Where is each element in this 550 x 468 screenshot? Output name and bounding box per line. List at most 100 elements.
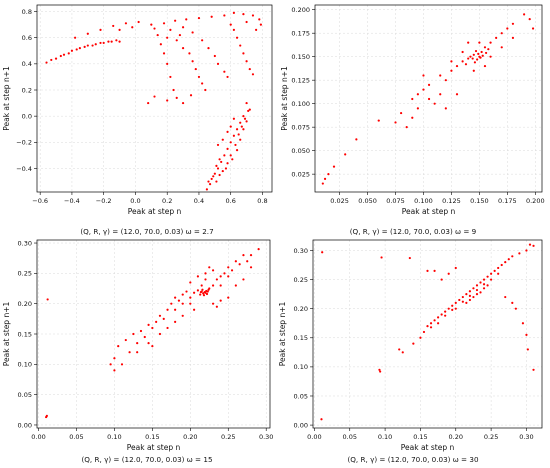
data-point <box>255 28 258 31</box>
data-point <box>174 308 177 311</box>
data-point <box>437 316 440 319</box>
data-point <box>150 23 153 26</box>
data-point <box>232 117 235 120</box>
data-point <box>205 188 208 191</box>
data-point <box>70 49 74 52</box>
data-point <box>422 330 426 334</box>
scatter-panel-omega-15: 0.00 0.05 0.10 0.15 0.20 0.25 0.30 0.00 0.05 0.10… <box>2 239 273 452</box>
data-point <box>511 255 514 258</box>
x-tick-label: 0.10 <box>107 433 121 441</box>
data-point <box>202 294 206 297</box>
data-point <box>189 281 192 284</box>
y-tick-label: 0.125 <box>291 76 310 84</box>
data-point <box>115 39 118 42</box>
data-point <box>62 53 66 56</box>
data-point <box>117 345 120 348</box>
x-tick-label: 0.20 <box>449 433 463 441</box>
data-point <box>242 254 245 257</box>
x-tick-label: 0.00 <box>307 433 321 441</box>
data-point <box>210 177 213 181</box>
data-point <box>174 320 177 323</box>
x-tick-label: 0.05 <box>69 433 83 441</box>
y-tick-label: 0.050 <box>291 147 310 155</box>
x-axis-label: Peak at step n <box>401 443 455 452</box>
data-point <box>220 160 223 164</box>
data-point <box>143 335 146 339</box>
data-point <box>229 23 232 26</box>
data-point <box>213 172 216 175</box>
data-point <box>234 260 237 263</box>
data-point <box>461 295 464 299</box>
data-point <box>433 102 436 105</box>
data-point <box>193 291 196 294</box>
x-tick-label: 0.025 <box>330 197 349 205</box>
data-point <box>465 301 468 304</box>
y-tick-label: 0.25 <box>294 276 308 284</box>
data-point <box>489 55 492 58</box>
data-point <box>174 19 177 22</box>
data-point <box>238 263 241 266</box>
data-point <box>239 121 242 124</box>
data-point <box>193 308 196 311</box>
y-tick-label: 0.25 <box>18 270 32 278</box>
data-point <box>132 332 135 336</box>
data-point <box>528 243 532 246</box>
data-point <box>380 256 383 259</box>
data-point <box>151 326 154 330</box>
data-point <box>483 46 487 49</box>
data-point <box>162 22 166 25</box>
x-tick-label: 0.4 <box>194 197 204 205</box>
data-point <box>201 82 204 85</box>
data-point <box>99 41 102 45</box>
y-axis-label: Peak at step n+1 <box>280 66 289 131</box>
data-point <box>207 288 210 291</box>
data-point <box>196 275 199 278</box>
data-point <box>467 57 470 60</box>
data-point <box>242 115 245 118</box>
data-point <box>450 60 453 63</box>
data-point <box>429 322 433 325</box>
data-point <box>523 13 526 16</box>
data-point <box>439 74 442 77</box>
data-point <box>181 293 184 296</box>
x-tick-label: 0.0 <box>130 197 140 205</box>
data-point <box>147 323 150 326</box>
data-point <box>447 272 450 275</box>
data-point <box>83 45 86 48</box>
data-point <box>472 53 475 56</box>
data-point <box>221 138 224 141</box>
data-point <box>532 244 535 247</box>
data-point <box>201 288 204 291</box>
data-point <box>196 289 199 292</box>
data-point <box>207 180 210 183</box>
data-point <box>131 26 134 29</box>
data-point <box>75 48 78 51</box>
data-point <box>249 254 253 257</box>
data-point <box>490 278 493 281</box>
data-point <box>477 52 480 55</box>
data-point <box>189 94 193 97</box>
caption-omega-15: (Q, R, γ) = (12.0, 70.0, 0.03) ω = 15 <box>81 455 213 464</box>
data-point <box>239 138 242 141</box>
data-point <box>500 32 503 35</box>
x-tick-label: 0.10 <box>378 433 392 441</box>
data-point <box>484 51 488 55</box>
data-point <box>166 326 169 330</box>
data-point <box>332 165 336 168</box>
data-point <box>427 83 431 86</box>
data-point <box>444 107 447 110</box>
y-tick-label: 0.150 <box>291 53 310 61</box>
data-point <box>465 293 468 296</box>
data-point <box>521 322 525 325</box>
data-point <box>218 158 221 161</box>
x-tick-label: 0.25 <box>484 433 498 441</box>
data-point <box>500 263 503 267</box>
data-point <box>153 27 156 30</box>
data-point <box>112 24 115 28</box>
data-point <box>379 370 382 373</box>
data-point <box>113 369 116 372</box>
data-point <box>139 329 143 333</box>
data-point <box>205 292 209 296</box>
data-point <box>172 88 175 92</box>
data-point <box>215 164 218 167</box>
